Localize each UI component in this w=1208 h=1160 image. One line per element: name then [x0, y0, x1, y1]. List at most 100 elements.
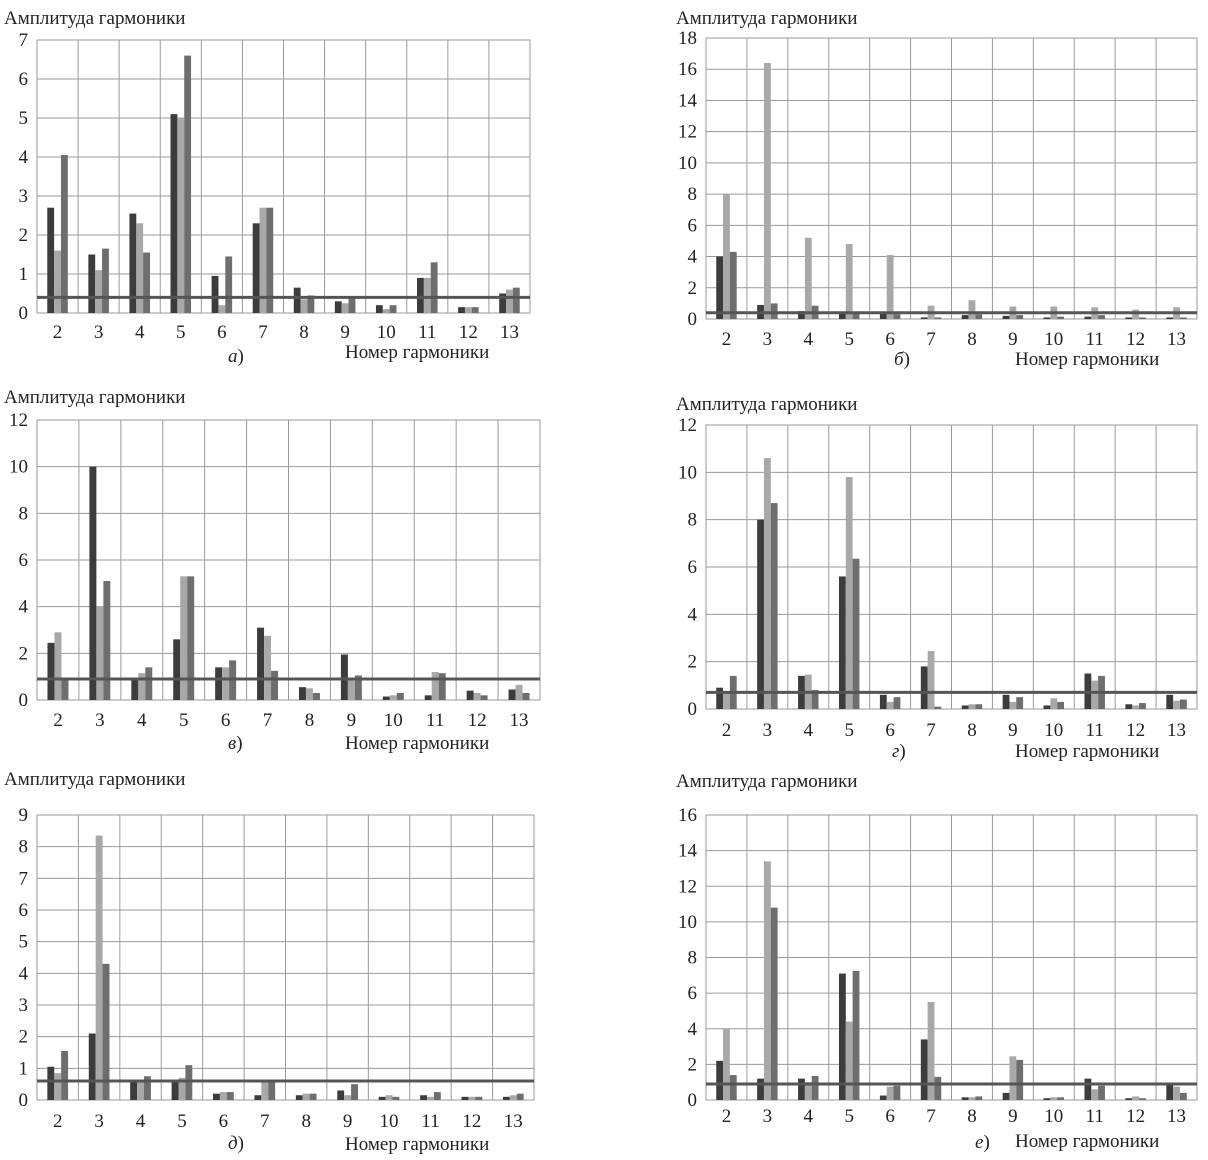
bar: [312, 693, 320, 700]
panel-label: в): [228, 733, 243, 754]
bar: [852, 311, 860, 319]
bar: [392, 1096, 400, 1100]
y-tick-label: 6: [19, 900, 29, 921]
bar: [464, 307, 472, 313]
bar: [103, 581, 111, 700]
y-tick-label: 2: [688, 652, 698, 673]
bar: [879, 694, 887, 709]
bar: [934, 706, 942, 709]
x-tick-label: 11: [1086, 720, 1104, 741]
x-tick-label: 10: [384, 710, 403, 731]
bar: [264, 635, 272, 700]
bar: [804, 1082, 812, 1100]
bar: [389, 305, 397, 313]
y-tick-label: 2: [688, 278, 698, 299]
bar: [811, 1075, 819, 1100]
bar: [96, 606, 104, 700]
bar: [1002, 694, 1010, 709]
x-tick-label: 9: [347, 710, 357, 731]
bar: [886, 254, 894, 319]
x-tick-label: 5: [179, 710, 189, 731]
panel-label: г): [892, 741, 906, 762]
bar: [222, 667, 230, 700]
y-tick-label: 14: [678, 90, 698, 111]
bar: [968, 300, 976, 319]
bar: [845, 244, 853, 319]
x-tick-label: 3: [763, 1106, 773, 1127]
bar: [508, 689, 516, 700]
bar: [468, 1096, 476, 1100]
bar: [763, 861, 771, 1100]
x-tick-label: 13: [504, 1111, 523, 1132]
y-tick-label: 10: [678, 462, 697, 483]
x-tick-label: 2: [53, 1111, 63, 1132]
bar: [47, 207, 55, 313]
bar: [1016, 697, 1024, 709]
bar: [798, 1078, 805, 1100]
bar: [382, 696, 390, 700]
bar: [61, 1050, 69, 1100]
x-tick-label: 12: [468, 710, 487, 731]
bar: [177, 118, 185, 313]
bar: [1009, 1056, 1017, 1100]
y-tick-label: 0: [688, 309, 698, 330]
bar: [1166, 1084, 1174, 1100]
x-tick-label: 4: [804, 1106, 814, 1127]
bar: [509, 1095, 517, 1100]
y-tick-label: 12: [678, 122, 697, 143]
panel-label: а): [228, 346, 244, 367]
bar: [1139, 1098, 1146, 1100]
x-tick-label: 9: [1008, 1106, 1018, 1127]
y-tick-label: 4: [688, 247, 698, 268]
bar: [458, 307, 465, 313]
x-tick-label: 7: [260, 1111, 270, 1132]
x-tick-label: 4: [804, 329, 814, 350]
x-tick-label: 6: [885, 720, 895, 741]
bar: [1043, 317, 1051, 319]
bar: [130, 1081, 138, 1100]
x-axis-title: Номер гармоники: [1015, 741, 1159, 762]
bar: [266, 207, 274, 313]
bar: [129, 213, 137, 313]
bar: [920, 1039, 928, 1100]
bar: [763, 458, 771, 709]
bar: [516, 1093, 524, 1100]
bar: [1016, 315, 1024, 319]
bar: [927, 651, 935, 709]
bar: [1016, 1059, 1024, 1100]
y-tick-label: 10: [9, 457, 28, 478]
x-tick-label: 10: [1044, 720, 1063, 741]
bar: [173, 639, 181, 700]
bar: [975, 314, 983, 319]
bar: [102, 248, 109, 313]
bar: [382, 309, 390, 313]
bar: [920, 317, 928, 319]
x-tick-label: 13: [1167, 329, 1186, 350]
bar: [770, 303, 778, 319]
bar: [252, 223, 260, 313]
x-tick-label: 9: [343, 1111, 353, 1132]
bar: [89, 466, 97, 700]
x-tick-label: 2: [53, 710, 63, 731]
x-tick-label: 12: [462, 1111, 481, 1132]
bar: [723, 1028, 730, 1100]
y-tick-label: 8: [688, 184, 698, 205]
bar: [893, 1085, 901, 1100]
x-axis-title: Номер гармоники: [345, 342, 489, 363]
bar: [170, 114, 178, 313]
bar: [1084, 316, 1092, 319]
y-tick-label: 0: [19, 303, 29, 324]
bar: [254, 1095, 262, 1100]
y-tick-label: 7: [19, 30, 29, 51]
bar: [1179, 317, 1187, 319]
chart-panel-4: 0 2 4 6 8 10 12 2 3 4 5 6 7 8 9 10 11 12 13 Амплитуда гармо…: [676, 394, 1198, 762]
bar: [1139, 703, 1146, 709]
x-tick-label: 3: [763, 329, 773, 350]
x-axis-title: Номер гармоники: [345, 1134, 489, 1155]
x-tick-label: 5: [844, 720, 854, 741]
x-tick-label: 11: [421, 1111, 439, 1132]
bar: [466, 690, 474, 700]
y-tick-label: 4: [19, 147, 29, 168]
bar: [716, 256, 724, 319]
bar: [219, 1092, 227, 1100]
